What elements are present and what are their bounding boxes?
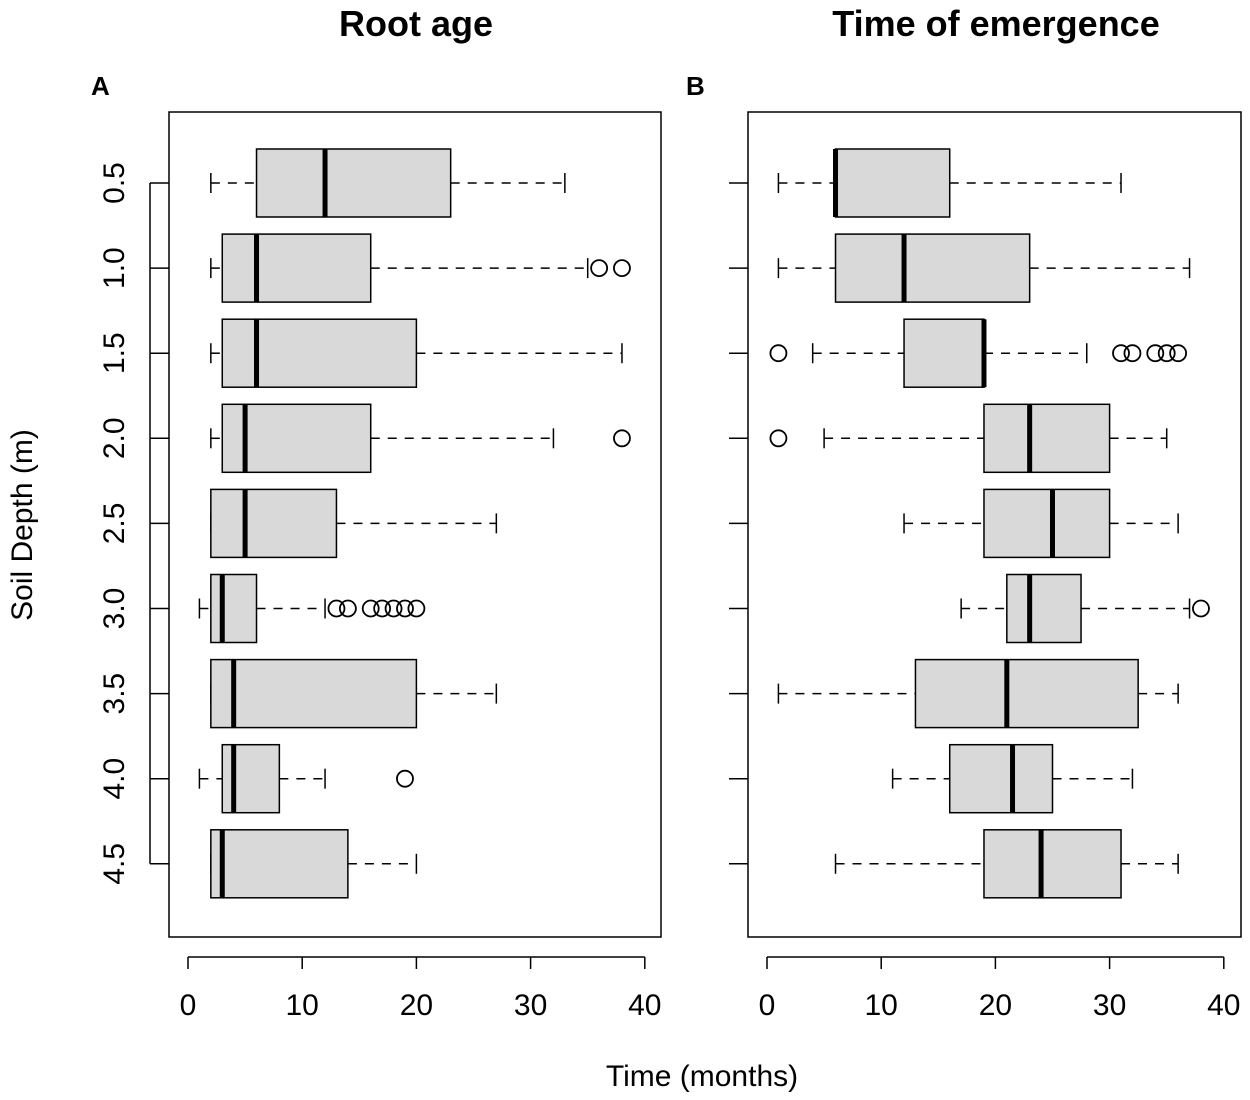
box-a-0.5	[210, 148, 566, 218]
box-iqr	[210, 658, 418, 729]
panel-a: 0 10 20 30 40 0.5 1.0 1.5 2.0 2.5 3.0 3.5 4.0 4.5	[98, 111, 662, 1022]
outlier-point	[590, 259, 609, 278]
box-iqr	[221, 743, 281, 814]
box-iqr	[834, 233, 1031, 303]
outlier-point	[327, 599, 346, 618]
outlier-point	[613, 259, 631, 278]
box-b-2.5	[903, 488, 1179, 559]
box-a-3.5	[210, 658, 498, 729]
y-tick-label: 4.0	[98, 758, 131, 800]
box-a-2.5	[210, 488, 498, 559]
outlier-point	[396, 599, 414, 618]
y-tick-label: 3.5	[98, 673, 131, 715]
box-iqr	[914, 658, 1139, 729]
x-tick-label-b: 10	[865, 989, 898, 1022]
outlier-point	[1123, 344, 1142, 363]
x-tick-label-b: 20	[979, 989, 1012, 1022]
box-b-3.0	[960, 573, 1210, 644]
outlier-point	[1169, 344, 1188, 363]
box-b-1.5	[769, 318, 1188, 388]
outlier-point	[384, 599, 403, 618]
box-a-4.5	[210, 829, 418, 899]
plot-frame-a	[168, 111, 662, 938]
outlier-point	[1146, 344, 1165, 363]
box-iqr	[210, 573, 258, 644]
x-tick-label-a: 0	[180, 989, 197, 1022]
outlier-point	[407, 599, 426, 618]
box-b-2.0	[769, 403, 1168, 474]
panel-b-title: Time of emergence	[832, 3, 1159, 44]
panel-a-title: Root age	[339, 3, 493, 44]
panel-b-letter: B	[686, 71, 705, 101]
x-tick-label-a: 10	[286, 989, 319, 1022]
panel-a-letter: A	[91, 71, 110, 101]
box-b-0.5	[777, 148, 1122, 218]
outlier-point	[1112, 344, 1130, 363]
box-iqr	[983, 403, 1111, 474]
box-iqr	[903, 318, 985, 388]
box-a-3.0	[198, 573, 426, 644]
box-a-1.5	[210, 318, 623, 388]
x-tick-label-b: 30	[1093, 989, 1126, 1022]
panel-b: 0 10 20 30 40	[729, 111, 1242, 1022]
box-iqr	[221, 233, 372, 303]
box-iqr	[221, 318, 418, 388]
outlier-point	[361, 599, 380, 618]
box-iqr	[1006, 573, 1082, 644]
outlier-point	[1192, 599, 1210, 618]
x-tick-label-b: 0	[759, 989, 776, 1022]
plot-frame-b	[747, 111, 1242, 938]
x-tick-label-a: 30	[514, 989, 547, 1022]
x-tick-label-b: 40	[1207, 989, 1240, 1022]
box-b-1.0	[777, 233, 1191, 303]
outlier-point	[613, 429, 631, 448]
panels-layer: 0 10 20 30 40 0.5 1.0 1.5 2.0 2.5 3.0 3.5 4.0 4.5 0 10 2…	[98, 111, 1242, 1022]
x-axis-label: Time (months)	[606, 1060, 798, 1093]
box-iqr	[210, 488, 338, 559]
outlier-point	[769, 344, 788, 363]
outlier-point	[1157, 344, 1176, 363]
box-a-2.0	[210, 403, 631, 474]
box-a-4.0	[198, 743, 414, 814]
outlier-point	[396, 769, 414, 788]
y-tick-label: 0.5	[98, 162, 131, 204]
box-iqr	[255, 148, 452, 218]
box-iqr	[210, 829, 349, 899]
y-tick-label: 1.5	[98, 332, 131, 374]
y-tick-label: 4.5	[98, 843, 131, 885]
y-tick-label: 2.0	[98, 417, 131, 459]
box-b-3.5	[777, 658, 1179, 729]
y-axis-label: Soil Depth (m)	[6, 429, 39, 621]
outlier-point	[769, 429, 788, 448]
box-b-4.0	[891, 743, 1134, 814]
box-b-4.5	[834, 829, 1179, 899]
box-iqr	[983, 488, 1111, 559]
y-tick-label: 2.5	[98, 503, 131, 545]
outlier-point	[338, 599, 357, 618]
y-tick-label: 3.0	[98, 588, 131, 630]
y-tick-label: 1.0	[98, 247, 131, 289]
x-tick-label-a: 40	[628, 989, 661, 1022]
x-tick-label-a: 20	[400, 989, 433, 1022]
box-iqr	[983, 829, 1122, 899]
box-iqr	[948, 743, 1054, 814]
outlier-point	[373, 599, 392, 618]
box-iqr	[834, 148, 951, 218]
box-a-1.0	[210, 233, 631, 303]
